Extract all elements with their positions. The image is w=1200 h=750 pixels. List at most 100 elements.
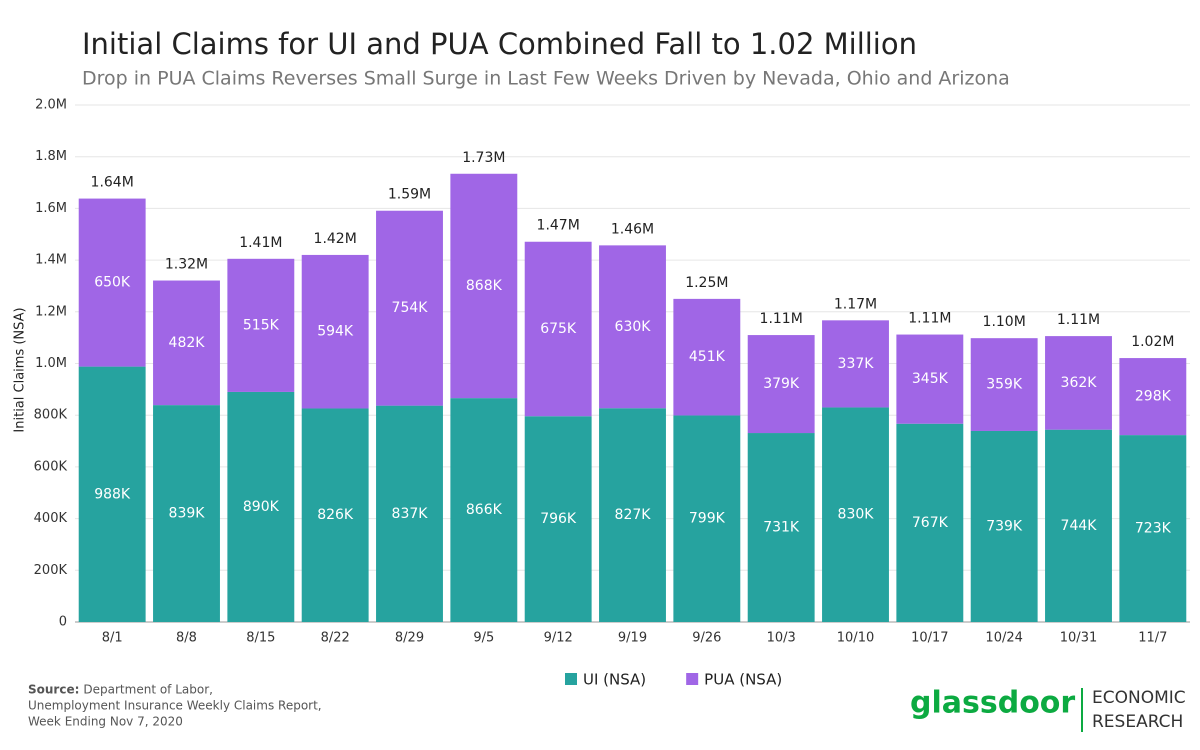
value-label: 451K — [689, 349, 726, 365]
bar-segment — [747, 433, 815, 622]
chart-subtitle: Drop in PUA Claims Reverses Small Surge … — [82, 68, 1010, 90]
bar-segment — [673, 415, 741, 622]
value-label: 723K — [1135, 521, 1172, 537]
y-tick-label: 2.0M — [35, 98, 67, 113]
x-tick-label: 8/1 — [102, 631, 123, 646]
value-label: 630K — [615, 319, 652, 335]
bar-segment — [227, 258, 295, 392]
total-label: 1.10M — [983, 314, 1026, 330]
bar-segment — [78, 198, 146, 367]
x-tick-label: 11/7 — [1138, 631, 1167, 646]
x-tick-label: 9/26 — [692, 631, 721, 646]
x-tick-label: 8/29 — [395, 631, 424, 646]
bar-segment — [153, 280, 220, 406]
x-tick-label: 9/12 — [544, 631, 573, 646]
value-label: 515K — [243, 317, 280, 333]
bar-segment — [301, 408, 369, 622]
value-label: 830K — [838, 507, 875, 523]
bar-segment — [1119, 435, 1187, 622]
value-label: 837K — [392, 506, 429, 522]
bar-segment — [822, 407, 889, 622]
total-label: 1.46M — [611, 221, 654, 237]
bar-segment — [376, 210, 443, 406]
source-label: Source: — [28, 683, 79, 697]
total-label: 1.11M — [1057, 312, 1100, 328]
bar-segment — [896, 423, 964, 622]
value-label: 337K — [838, 356, 875, 372]
value-label: 767K — [912, 515, 949, 531]
x-tick-label: 10/24 — [985, 631, 1022, 646]
y-tick-label: 1.2M — [35, 304, 67, 319]
bar-segment — [301, 254, 369, 409]
value-label: 754K — [392, 300, 429, 316]
total-label: 1.02M — [1131, 334, 1174, 350]
bar-segment — [1045, 336, 1112, 430]
bar-segment — [450, 173, 518, 399]
total-label: 1.59M — [388, 187, 431, 203]
total-label: 1.25M — [685, 275, 728, 291]
bar-segment — [1119, 358, 1187, 436]
y-tick-label: 1.4M — [35, 253, 67, 268]
total-label: 1.64M — [91, 175, 134, 191]
y-tick-label: 600K — [34, 459, 68, 474]
bar-segment — [524, 416, 592, 622]
value-label: 650K — [94, 275, 131, 291]
value-label: 868K — [466, 278, 503, 294]
value-label: 594K — [317, 324, 354, 340]
bar-segment — [450, 398, 518, 622]
logo-text: RESEARCH — [1092, 712, 1183, 732]
value-label: 482K — [169, 335, 206, 351]
chart-title: Initial Claims for UI and PUA Combined F… — [82, 27, 917, 61]
value-label: 345K — [912, 371, 949, 387]
value-label: 675K — [540, 321, 577, 337]
value-label: 379K — [763, 376, 800, 392]
bar-segment — [822, 320, 889, 408]
y-axis-label: Initial Claims (NSA) — [13, 307, 28, 432]
value-label: 298K — [1135, 389, 1172, 405]
bar-segment — [970, 338, 1038, 431]
source-line: Department of Labor, — [83, 683, 213, 697]
bar-segment — [78, 366, 146, 622]
legend-label: UI (NSA) — [583, 671, 646, 689]
bar-segment — [153, 405, 220, 622]
y-tick-label: 200K — [34, 563, 68, 578]
x-tick-label: 9/5 — [473, 631, 494, 646]
y-tick-label: 0 — [59, 615, 67, 630]
legend-label: PUA (NSA) — [704, 671, 782, 689]
bar-segment — [524, 241, 592, 417]
value-label: 359K — [986, 377, 1023, 393]
value-label: 890K — [243, 499, 280, 515]
bar-segment — [376, 405, 443, 622]
value-label: 796K — [540, 511, 577, 527]
value-label: 839K — [169, 506, 206, 522]
value-label: 866K — [466, 502, 503, 518]
value-label: 744K — [1061, 518, 1098, 534]
total-label: 1.17M — [834, 296, 877, 312]
x-tick-label: 10/10 — [837, 631, 874, 646]
y-tick-label: 1.6M — [35, 201, 67, 216]
x-tick-label: 10/3 — [767, 631, 796, 646]
y-tick-label: 1.8M — [35, 149, 67, 164]
logo-brand: glassdoor — [910, 686, 1075, 721]
source-line: Unemployment Insurance Weekly Claims Rep… — [28, 699, 322, 713]
bar-segment — [599, 245, 666, 409]
y-tick-label: 400K — [34, 511, 68, 526]
source-line: Week Ending Nov 7, 2020 — [28, 715, 183, 729]
total-label: 1.42M — [314, 231, 357, 247]
bar-segment — [673, 298, 741, 416]
value-label: 799K — [689, 511, 726, 527]
value-label: 827K — [615, 507, 652, 523]
logo-text: ECONOMIC — [1092, 688, 1186, 708]
total-label: 1.11M — [908, 311, 951, 327]
x-tick-label: 8/8 — [176, 631, 197, 646]
bar-segment — [599, 408, 666, 622]
bar-segment — [227, 391, 295, 622]
bar-segment — [970, 430, 1038, 622]
y-tick-label: 1.0M — [35, 356, 67, 371]
total-label: 1.73M — [462, 150, 505, 166]
bar-segment — [747, 335, 815, 434]
bar-segment — [896, 334, 964, 424]
x-tick-label: 8/22 — [321, 631, 350, 646]
total-label: 1.11M — [760, 311, 803, 327]
total-label: 1.32M — [165, 257, 208, 273]
